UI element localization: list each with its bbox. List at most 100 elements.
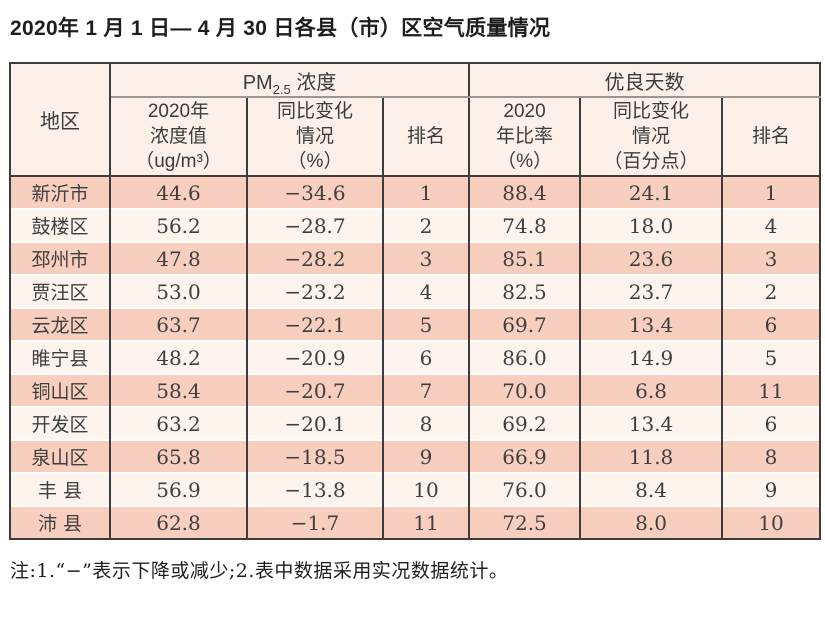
table-row: 鼓楼区 56.2 −28.7 2 74.8 18.0 4 [9,208,822,242]
header-good-rank: 排名 [721,97,822,177]
table-row: 铜山区 58.4 −20.7 7 70.0 6.8 11 [9,373,822,407]
cell-pm-change: −28.7 [246,208,384,242]
table-row: 云龙区 63.7 −22.1 5 69.7 13.4 6 [9,307,822,341]
cell-pm-value: 47.8 [109,241,248,275]
cell-pm-value: 48.2 [109,340,248,374]
cell-pm-rank: 11 [381,505,471,539]
cell-pm-value: 53.0 [109,274,248,308]
table-row: 新沂市 44.6 −34.6 1 88.4 24.1 1 [9,176,822,209]
cell-pm-change: −34.6 [246,176,384,209]
cell-region: 丰 县 [9,472,111,506]
cell-good-rank: 6 [721,307,822,341]
cell-pm-rank: 8 [381,406,471,440]
header-pm-change: 同比变化 情况 （%） [246,97,384,177]
cell-pm-rank: 6 [381,340,471,374]
cell-pm-rank: 10 [381,472,471,506]
cell-good-rate: 66.9 [468,439,582,473]
cell-pm-value: 44.6 [109,176,248,209]
cell-region: 铜山区 [9,373,111,407]
cell-good-rank: 6 [721,406,822,440]
table-header: 地区 PM2.5 浓度 优良天数 2020年 浓度值 （ug/m³） 同比变化 … [9,63,822,177]
header-group-good-days: 优良天数 [468,63,822,98]
cell-pm-change: −1.7 [246,505,384,539]
cell-good-rank: 10 [721,505,822,539]
cell-pm-rank: 4 [381,274,471,308]
header-group-pm25: PM2.5 浓度 [108,63,471,98]
table-row: 贾汪区 53.0 −23.2 4 82.5 23.7 2 [9,274,822,308]
cell-good-change: 23.7 [579,274,724,308]
cell-good-rank: 2 [721,274,822,308]
cell-pm-rank: 7 [381,373,471,407]
cell-good-change: 23.6 [579,241,724,275]
group-header-row: 地区 PM2.5 浓度 优良天数 [9,63,822,177]
cell-pm-change: −22.1 [246,307,384,341]
cell-pm-rank: 1 [381,176,471,209]
cell-pm-value: 56.2 [109,208,248,242]
cell-pm-value: 58.4 [109,373,248,407]
pm25-label-suffix: 浓度 [290,71,337,94]
cell-pm-change: −23.2 [246,274,384,308]
cell-good-change: 24.1 [579,176,724,209]
cell-pm-change: −20.1 [246,406,384,440]
cell-good-rate: 85.1 [468,241,582,275]
cell-good-change: 13.4 [579,307,724,341]
sub-header-row: 2020年 浓度值 （ug/m³） 同比变化 情况 （%） 排名 2020 年比… [10,97,822,177]
cell-pm-change: −20.9 [246,340,384,374]
article-page: 2020年 1 月 1 日— 4 月 30 日各县（市）区空气质量情况 地区 P… [9,17,822,582]
cell-pm-rank: 3 [381,241,471,275]
cell-good-change: 18.0 [579,208,724,242]
cell-pm-change: −18.5 [246,439,384,473]
cell-good-rate: 88.4 [468,176,582,209]
cell-pm-rank: 5 [381,307,471,341]
cell-region: 云龙区 [9,307,111,341]
page-title: 2020年 1 月 1 日— 4 月 30 日各县（市）区空气质量情况 [10,17,551,40]
cell-region: 贾汪区 [9,274,111,308]
cell-region: 新沂市 [9,176,111,209]
cell-good-rank: 5 [721,340,822,374]
cell-good-rate: 86.0 [468,340,582,374]
cell-pm-value: 63.2 [109,406,248,440]
cell-pm-value: 65.8 [109,439,248,473]
table-row: 沛 县 62.8 −1.7 11 72.5 8.0 10 [9,505,822,539]
table-row: 开发区 63.2 −20.1 8 69.2 13.4 6 [9,406,822,440]
cell-good-rate: 69.7 [468,307,582,341]
header-region: 地区 [9,63,111,177]
cell-region: 泉山区 [9,439,111,473]
cell-good-change: 13.4 [579,406,724,440]
cell-pm-change: −20.7 [246,373,384,407]
table-row: 泉山区 65.8 −18.5 9 66.9 11.8 8 [9,439,822,473]
cell-good-rank: 11 [721,373,822,407]
air-quality-table: 地区 PM2.5 浓度 优良天数 2020年 浓度值 （ug/m³） 同比变化 … [9,62,822,540]
cell-pm-rank: 9 [381,439,471,473]
cell-good-rate: 74.8 [468,208,582,242]
cell-good-change: 8.4 [579,472,724,506]
cell-pm-value: 63.7 [109,307,248,341]
cell-region: 鼓楼区 [9,208,111,242]
cell-good-rate: 72.5 [468,505,582,539]
cell-region: 沛 县 [9,505,111,539]
table-row: 邳州市 47.8 −28.2 3 85.1 23.6 3 [9,241,822,275]
cell-good-change: 6.8 [579,373,724,407]
cell-good-rank: 9 [721,472,822,506]
table-note: 注:1.“−”表示下降或减少;2.表中数据采用实况数据统计。 [10,560,509,582]
header-good-rate: 2020 年比率 （%） [468,97,582,177]
cell-region: 开发区 [9,406,111,440]
table-row: 睢宁县 48.2 −20.9 6 86.0 14.9 5 [9,340,822,374]
table-row: 丰 县 56.9 −13.8 10 76.0 8.4 9 [9,472,822,506]
cell-pm-rank: 2 [381,208,471,242]
cell-good-change: 11.8 [579,439,724,473]
cell-region: 邳州市 [9,241,111,275]
cell-good-rate: 82.5 [468,274,582,308]
pm25-label-prefix: PM [242,71,273,94]
cell-pm-change: −13.8 [246,472,384,506]
header-pm-value: 2020年 浓度值 （ug/m³） [109,97,248,177]
cell-good-rank: 8 [721,439,822,473]
cell-pm-value: 62.8 [109,505,248,539]
cell-good-change: 8.0 [579,505,724,539]
header-pm-rank: 排名 [381,97,471,177]
cell-good-rank: 4 [721,208,822,242]
cell-good-rate: 69.2 [468,406,582,440]
cell-pm-change: −28.2 [246,241,384,275]
cell-good-rank: 3 [721,241,822,275]
cell-good-rate: 76.0 [468,472,582,506]
